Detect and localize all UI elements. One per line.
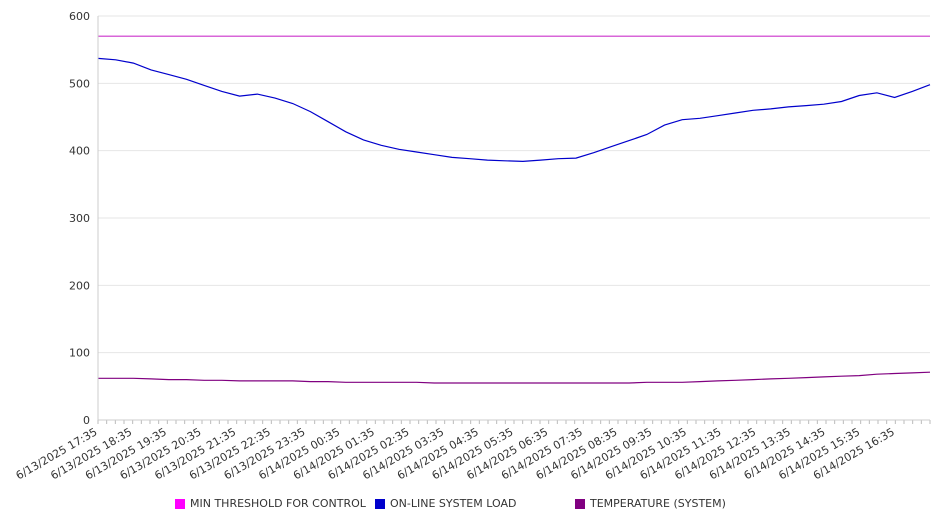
legend-swatch-online-load [375,498,385,509]
y-axis-ticks: 0 100 200 300 400 500 600 [69,10,90,427]
gridlines [98,15,930,354]
legend-swatch-min-threshold [175,498,185,509]
legend-item-online-load: ON-LINE SYSTEM LOAD [375,497,516,510]
y-tick-label: 500 [69,77,90,90]
y-tick-label: 100 [69,347,90,360]
y-tick-label: 0 [83,414,90,427]
legend-item-min-threshold: MIN THRESHOLD FOR CONTROL [175,497,366,510]
y-tick-label: 600 [69,10,90,23]
series-line-1 [97,57,931,163]
legend: MIN THRESHOLD FOR CONTROL ON-LINE SYSTEM… [0,497,946,515]
legend-label-online-load: ON-LINE SYSTEM LOAD [390,497,517,510]
x-axis-ticks: 6/13/2025 17:356/13/2025 18:356/13/2025 … [14,420,931,482]
y-tick-label: 400 [69,145,90,158]
y-tick-label: 300 [69,212,90,225]
series-line-2 [98,371,931,384]
series-lines [97,35,931,384]
legend-item-temperature: TEMPERATURE (SYSTEM) [575,497,726,510]
legend-label-min-threshold: MIN THRESHOLD FOR CONTROL [190,497,366,510]
y-tick-label: 200 [69,279,90,292]
legend-swatch-temperature [575,498,585,509]
legend-label-temperature: TEMPERATURE (SYSTEM) [590,497,726,510]
